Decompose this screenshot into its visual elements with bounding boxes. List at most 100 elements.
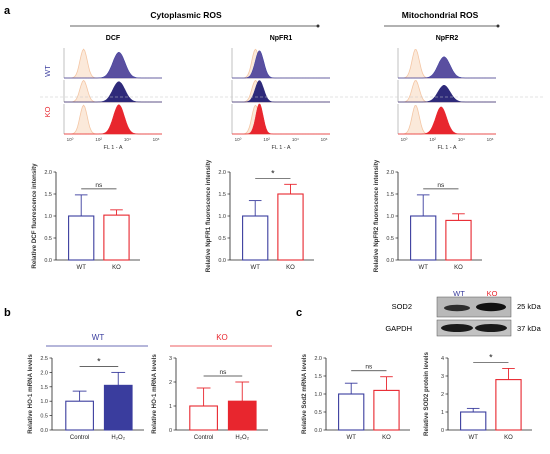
- bar-chart-5: 0 1 2 3 Relative HO-1 mRNA levels KO Control H₂…: [151, 333, 272, 441]
- flow-tick-label: 10⁰: [235, 137, 242, 142]
- wb-band-gapdh-ko: [475, 324, 507, 332]
- bar-y-tick-label: 0.0: [40, 428, 48, 434]
- bar-category-label: KO: [112, 265, 121, 271]
- flow-wt-curve: [64, 81, 162, 103]
- flow-tick-label: 10²: [95, 137, 102, 142]
- flow-wt-overlay-curve: [232, 50, 330, 79]
- wb-band-name-gapdh: GAPDH: [385, 324, 412, 333]
- bar-y-tick-label: 2.0: [44, 170, 52, 176]
- bar-y-axis-label: Relative NpFR1 fluorescence intensity: [205, 159, 212, 272]
- bar-0: [338, 393, 365, 431]
- wb-band-gapdh-wt: [441, 324, 473, 332]
- flow-x-label: FL 1 - A: [103, 145, 122, 151]
- bar-y-tick-label: 2.0: [386, 170, 394, 176]
- bar-1: [495, 379, 522, 431]
- wb-band-sod2-ko: [476, 302, 506, 312]
- bar-y-tick-label: 1.5: [218, 192, 226, 198]
- flow-tick-label: 10²: [263, 137, 270, 142]
- flow-panel-title: NpFR2: [436, 35, 459, 42]
- bar-y-tick-label: 2.0: [218, 170, 226, 176]
- bar-y-tick-label: 0.0: [386, 258, 394, 264]
- bar-category-label: H₂O₂: [111, 435, 125, 441]
- bar-chart-7: 0 1 2 3 4 Relative SOD2 protein levels WT KO *: [423, 351, 532, 441]
- bar-y-tick-label: 3: [169, 356, 172, 362]
- row-label-wt: WT: [43, 65, 52, 77]
- bar-y-tick-label: 1.5: [40, 385, 48, 391]
- bar-category-label: WT: [347, 435, 357, 441]
- flow-ko-curve: [64, 104, 162, 135]
- flow-tick-label: 10⁰: [67, 137, 74, 142]
- bar-y-axis-label: Relative Sod2 mRNA levels: [301, 353, 308, 433]
- flow-control-curve: [232, 79, 330, 103]
- bar-y-axis-label: Relative DCF fluorescence intensity: [31, 163, 38, 269]
- row-label-ko: KO: [43, 106, 52, 117]
- bar-0: [68, 215, 95, 261]
- bar-category-label: H₂O₂: [235, 435, 249, 441]
- wb-band-size-gapdh: 37 kDa: [517, 324, 542, 333]
- bar-0: [65, 400, 94, 431]
- flow-panel-title: NpFR1: [270, 35, 293, 42]
- flow-wt-curve: [398, 85, 496, 103]
- flow-tick-label: 10⁶: [153, 137, 160, 142]
- flow-tick-label: 10⁴: [458, 137, 465, 142]
- bar-group-title: WT: [92, 333, 105, 342]
- flow-wt-curve: [232, 80, 330, 103]
- bar-chart-3: 0.0 0.5 1.0 1.5 2.0 Relative NpFR2 fluorescen…: [373, 159, 482, 272]
- panel-letter-c: c: [296, 307, 302, 319]
- bar-category-label: WT: [469, 435, 479, 441]
- flow-tick-label: 10⁶: [321, 137, 328, 142]
- cytoplasmic-ros-header: Cytoplasmic ROS: [150, 10, 222, 20]
- flow-panel-npfr1: NpFR1 10⁰ 10² 10⁴ 10⁶ FL 1 - A: [231, 35, 330, 151]
- bar-significance-label: *: [489, 352, 493, 362]
- wb-band-name-sod2: SOD2: [392, 302, 412, 311]
- bar-0: [242, 215, 269, 261]
- flow-tick-label: 10⁶: [487, 137, 494, 142]
- bar-y-tick-label: 0.5: [386, 236, 394, 242]
- bar-y-tick-label: 1: [169, 404, 172, 410]
- bar-category-label: Control: [194, 435, 213, 441]
- bar-1: [445, 219, 472, 261]
- bar-significance-label: *: [271, 168, 275, 178]
- flow-control-curve: [232, 104, 330, 135]
- bar-y-tick-label: 2: [441, 392, 444, 398]
- bar-category-label: WT: [419, 265, 429, 271]
- cytoplasmic-header-line-end: [316, 24, 320, 28]
- bar-y-tick-label: 1.5: [44, 192, 52, 198]
- bar-y-tick-label: 0.5: [44, 236, 52, 242]
- bar-y-axis-label: Relative HO-1 mRNA levels: [151, 354, 158, 434]
- bar-category-label: KO: [382, 435, 391, 441]
- bar-y-tick-label: 1.0: [218, 214, 226, 220]
- bar-0: [189, 405, 218, 431]
- bar-y-tick-label: 2.0: [314, 356, 322, 362]
- bar-y-tick-label: 0.5: [218, 236, 226, 242]
- bar-y-tick-label: 0: [169, 428, 172, 434]
- flow-panel-title: DCF: [106, 35, 121, 42]
- bar-chart-1: 0.0 0.5 1.0 1.5 2.0 Relative DCF fluorescence…: [31, 163, 140, 271]
- flow-tick-label: 10⁴: [124, 137, 131, 142]
- flow-tick-label: 10⁰: [401, 137, 408, 142]
- bar-y-tick-label: 2: [169, 380, 172, 386]
- bar-significance-label: *: [97, 356, 101, 366]
- bar-y-tick-label: 1.0: [314, 392, 322, 398]
- bar-y-axis-label: Relative SOD2 protein levels: [423, 351, 430, 435]
- flow-control-curve: [232, 48, 330, 79]
- bar-1: [373, 389, 400, 431]
- bar-y-tick-label: 0.0: [314, 428, 322, 434]
- flow-tick-label: 10⁴: [292, 137, 299, 142]
- bar-y-axis-label: Relative NpFR2 fluorescence intensity: [373, 159, 380, 272]
- wb-col-label-ko: KO: [487, 289, 498, 298]
- bar-charts: 0.0 0.5 1.0 1.5 2.0 Relative DCF fluorescence…: [27, 159, 532, 441]
- flow-panel-npfr2: NpFR2 10⁰ 10² 10⁴ 10⁶ FL 1 - A: [397, 35, 496, 151]
- bar-y-tick-label: 1.5: [314, 374, 322, 380]
- flow-wt-overlay-curve: [64, 51, 162, 79]
- bar-significance-label: ns: [365, 364, 373, 371]
- bar-y-tick-label: 4: [441, 356, 444, 362]
- bar-category-label: WT: [77, 265, 87, 271]
- bar-category-label: WT: [251, 265, 261, 271]
- bar-1: [103, 384, 133, 431]
- bar-y-tick-label: 2.5: [40, 356, 48, 362]
- panel-letter-a: a: [4, 5, 11, 17]
- mitochondrial-ros-header: Mitochondrial ROS: [402, 10, 479, 20]
- bar-chart-4: 0.0 0.5 1.0 1.5 2.0 2.5 Relative HO-1 mRNA lev…: [27, 333, 148, 441]
